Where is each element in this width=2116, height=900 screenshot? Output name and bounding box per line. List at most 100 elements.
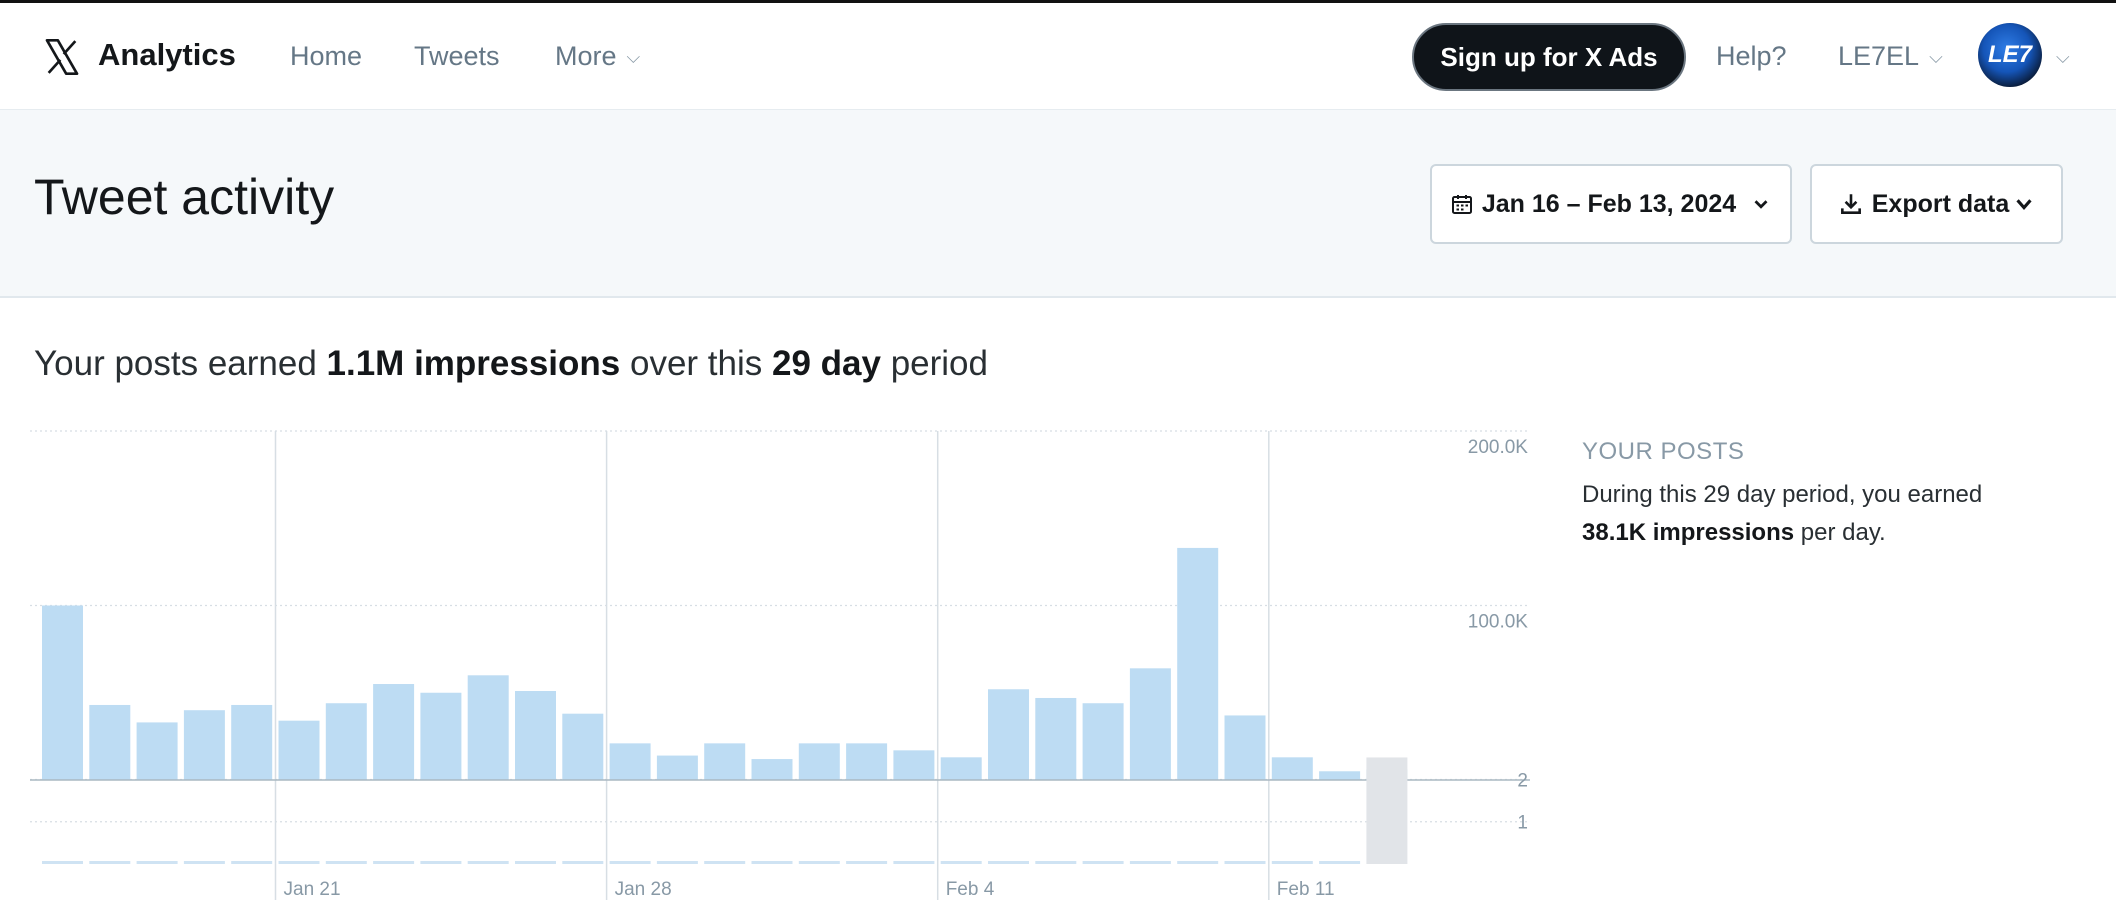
brand-title[interactable]: Analytics: [98, 37, 236, 72]
posts-bar: [1271, 861, 1313, 864]
impressions-bar: [183, 710, 225, 780]
posts-bar: [751, 861, 793, 864]
posts-tick-label: 1: [1517, 813, 1528, 834]
posts-bar: [1319, 861, 1361, 864]
x-tick-label: Feb 11: [1277, 879, 1335, 900]
impressions-bar: [893, 750, 935, 780]
impressions-bar: [1177, 547, 1219, 780]
impressions-bar: [1035, 697, 1077, 780]
nav-tweets[interactable]: Tweets: [414, 41, 500, 71]
nav-home[interactable]: Home: [290, 41, 363, 71]
download-icon: [1840, 194, 1861, 214]
impressions-bar: [515, 691, 556, 780]
posts-bar: [183, 861, 225, 864]
chevron-down-icon: [1754, 200, 1768, 209]
impressions-bar: [656, 755, 698, 780]
posts-bar: [1129, 861, 1171, 864]
posts-bar: [136, 861, 178, 864]
posts-bar: [846, 861, 888, 864]
posts-bar: [42, 861, 83, 864]
x-tick-label: Jan 28: [615, 879, 672, 900]
sign-up-ads-button[interactable]: Sign up for X Ads: [1412, 23, 1686, 91]
nav-more-label: More: [555, 41, 617, 71]
posts-bar: [988, 861, 1029, 864]
chevron-down-icon[interactable]: ⌵: [2056, 47, 2070, 67]
calendar-icon: [1451, 195, 1472, 214]
impressions-bar: [798, 743, 840, 780]
summary-impressions: 1.1M impressions: [326, 344, 621, 383]
x-tick-label: Jan 21: [284, 879, 341, 900]
daily-impressions-value: 38.1K impressions: [1582, 519, 1795, 546]
impressions-bar: [988, 689, 1029, 780]
posts-bar: [515, 861, 556, 864]
summary-middle: over this: [620, 344, 772, 383]
impressions-bar: [42, 605, 83, 780]
posts-bar: [231, 861, 273, 864]
top-border: [0, 0, 2116, 3]
summary-prefix: Your posts earned: [34, 344, 327, 383]
impressions-bar: [751, 759, 793, 780]
impressions-bar: [1082, 703, 1124, 780]
posts-bar: [1366, 757, 1408, 864]
posts-bar: [609, 861, 651, 864]
impressions-bar: [846, 743, 888, 780]
posts-bar: [940, 861, 982, 864]
export-data-label: Export data: [1871, 189, 2010, 218]
posts-bar: [420, 861, 462, 864]
impressions-bar: [89, 704, 131, 780]
impressions-summary: Your posts earned 1.1M impressions over …: [34, 344, 988, 384]
impressions-chart[interactable]: 200.0K 100.0K 2 1 Jan 21 Jan 28 Feb 4 Feb 11: [30, 428, 1550, 900]
impressions-bar: [373, 684, 415, 780]
impressions-bar: [136, 722, 178, 780]
posts-bar: [1224, 861, 1266, 864]
your-posts-text: During this 29 day period, you earned 38…: [1582, 476, 2062, 552]
chevron-down-icon: ⌵: [1929, 47, 1943, 67]
impressions-bar: [562, 713, 604, 780]
impressions-bar: [278, 720, 320, 780]
account-menu[interactable]: LE7EL ⌵: [1838, 41, 1943, 72]
avatar[interactable]: LE7: [1978, 23, 2042, 87]
posts-bar: [893, 861, 935, 864]
posts-tick-label: 2: [1517, 770, 1528, 791]
export-data-button[interactable]: Export data: [1810, 164, 2063, 244]
impressions-bar: [325, 703, 367, 780]
x-logo-icon[interactable]: [42, 35, 82, 79]
posts-bar: [798, 861, 840, 864]
posts-bar: [373, 861, 415, 864]
impressions-bar: [1224, 715, 1266, 780]
help-link[interactable]: Help?: [1716, 41, 1787, 71]
posts-bar: [325, 861, 367, 864]
posts-bar: [467, 861, 509, 864]
date-range-button[interactable]: Jan 16 – Feb 13, 2024: [1430, 164, 1792, 244]
impressions-bar: [609, 743, 651, 780]
page-title: Tweet activity: [34, 169, 335, 225]
impressions-bar: [1271, 757, 1313, 780]
y-tick-label: 100.0K: [1468, 612, 1529, 633]
summary-period: 29 day: [772, 344, 881, 383]
your-posts-line1: During this 29 day period, you earned: [1582, 481, 1983, 508]
impressions-bar: [704, 743, 746, 780]
posts-bar: [89, 861, 131, 864]
impressions-bar: [940, 757, 982, 780]
impressions-bar: [420, 692, 462, 780]
posts-bar: [1177, 861, 1219, 864]
impressions-bar: [231, 704, 273, 780]
summary-suffix: period: [880, 344, 988, 383]
your-posts-heading: YOUR POSTS: [1582, 438, 1745, 465]
y-tick-label: 200.0K: [1468, 437, 1529, 458]
your-posts-panel: YOUR POSTS During this 29 day period, yo…: [1582, 438, 2062, 552]
your-posts-line2: per day.: [1794, 519, 1886, 546]
chevron-down-icon: [2016, 199, 2032, 211]
nav-more[interactable]: More ⌵: [555, 41, 640, 72]
posts-bar: [656, 861, 698, 864]
posts-bar: [1082, 861, 1124, 864]
top-nav: Analytics Home Tweets More ⌵ Sign up for …: [0, 3, 2116, 110]
x-tick-label: Feb 4: [946, 879, 995, 900]
posts-bar: [1035, 861, 1077, 864]
posts-bar: [704, 861, 746, 864]
date-range-label: Jan 16 – Feb 13, 2024: [1481, 189, 1737, 218]
username: LE7EL: [1838, 41, 1920, 71]
posts-bar: [278, 861, 320, 864]
posts-bar: [562, 861, 604, 864]
impressions-bar: [467, 675, 509, 780]
